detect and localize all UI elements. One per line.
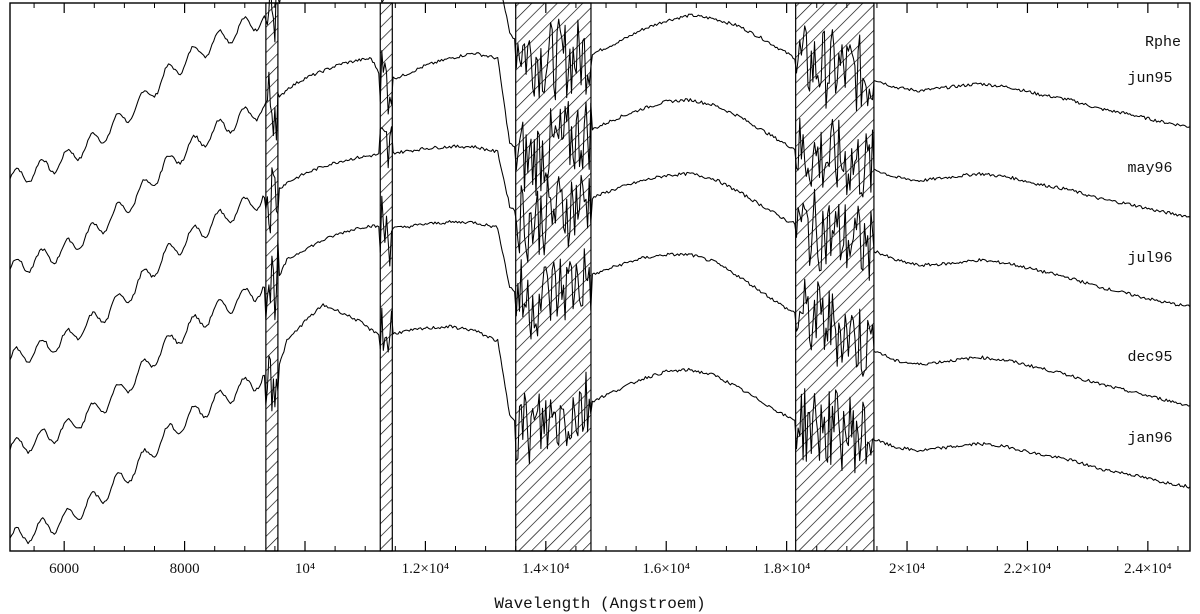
spectrum-jul96 — [9, 126, 1191, 363]
spectrum-jun95 — [9, 0, 1191, 183]
masked-region-1 — [265, 2, 279, 552]
x-tick-label: 6000 — [49, 561, 79, 577]
x-tick-label: 1.6×10⁴ — [642, 561, 689, 577]
spectrum-jan96 — [9, 303, 1191, 545]
spectrum-dec95 — [9, 195, 1191, 454]
x-tick-label: 2×10⁴ — [889, 561, 925, 577]
spectra-series — [9, 0, 1191, 545]
x-tick-label: 1.4×10⁴ — [522, 561, 569, 577]
x-axis-ticks — [33, 3, 1179, 551]
x-axis-tick-labels: 6000 8000 10⁴ 1.2×10⁴ 1.4×10⁴ 1.6×10⁴ 1.8×10⁴ 2… — [49, 561, 1171, 577]
masked-region-2 — [379, 2, 393, 552]
x-tick-label: 2.2×10⁴ — [1004, 561, 1051, 577]
plot-frame — [9, 2, 1191, 552]
series-label-jan96: jan96 — [1127, 430, 1172, 447]
series-label-jun95: jun95 — [1127, 70, 1172, 87]
x-tick-label: 8000 — [170, 561, 200, 577]
masked-regions — [265, 2, 875, 552]
x-axis-title: Wavelength (Angstroem) — [494, 595, 705, 613]
x-tick-label: 2.4×10⁴ — [1124, 561, 1171, 577]
series-labels: jun95 may96 jul96 dec95 jan96 — [1127, 70, 1172, 447]
series-label-jul96: jul96 — [1127, 250, 1172, 267]
x-tick-label: 1.8×10⁴ — [763, 561, 810, 577]
x-tick-label: 10⁴ — [295, 561, 315, 577]
chart-title: Rphe — [1145, 34, 1181, 51]
series-label-dec95: dec95 — [1127, 349, 1172, 366]
x-tick-label: 1.2×10⁴ — [402, 561, 449, 577]
spectrum-may96 — [9, 50, 1191, 274]
series-label-may96: may96 — [1127, 160, 1172, 177]
